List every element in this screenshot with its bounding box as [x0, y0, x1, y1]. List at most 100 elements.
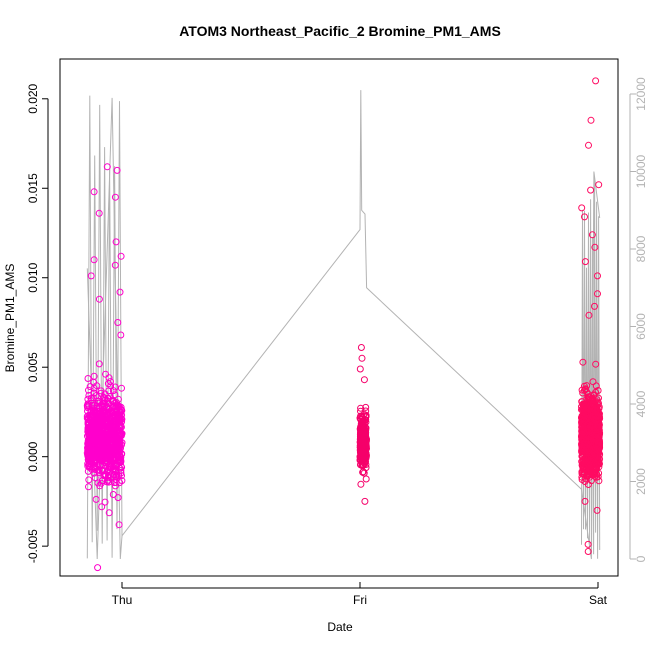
right-axis: 0 2000 4000 6000 8000 10000 12000 — [629, 77, 648, 562]
data-point — [585, 449, 593, 457]
data-point — [578, 386, 586, 394]
data-point — [91, 474, 99, 482]
data-point — [361, 460, 368, 467]
data-point — [90, 188, 98, 196]
data-point — [593, 506, 601, 514]
data-point — [589, 454, 597, 462]
data-point — [111, 391, 119, 399]
data-point — [361, 497, 369, 505]
left-axis-tick-label: -0.005 — [26, 529, 40, 563]
data-point — [117, 331, 125, 339]
data-point — [90, 389, 98, 397]
data-point — [578, 430, 586, 438]
data-point — [102, 370, 109, 378]
data-point — [112, 435, 120, 443]
data-point — [84, 395, 92, 403]
data-point — [579, 447, 587, 454]
data-point — [109, 429, 117, 437]
data-point — [109, 491, 117, 498]
data-point — [84, 400, 92, 408]
data-point — [103, 425, 111, 433]
data-point — [105, 374, 113, 382]
data-point — [101, 412, 109, 420]
data-point — [588, 396, 596, 404]
data-point — [592, 360, 600, 368]
left-axis: -0.005 0.000 0.005 0.010 0.015 0.020 — [26, 83, 49, 563]
data-point — [109, 413, 117, 421]
data-point — [592, 461, 600, 469]
data-point — [357, 407, 364, 415]
data-point — [86, 383, 94, 391]
right-axis-tick-label: 12000 — [634, 77, 648, 111]
data-point — [362, 475, 370, 483]
data-point — [579, 358, 587, 366]
data-point — [584, 540, 592, 548]
data-point — [95, 209, 103, 217]
data-point — [578, 473, 586, 481]
data-point — [578, 476, 586, 483]
data-point — [115, 471, 122, 479]
data-point — [107, 455, 114, 463]
data-point — [111, 193, 119, 201]
data-point — [596, 460, 603, 468]
data-point — [102, 462, 110, 470]
data-point — [95, 295, 103, 303]
data-point — [585, 424, 592, 432]
data-point — [582, 458, 590, 466]
data-point — [115, 442, 123, 449]
data-point — [104, 394, 112, 402]
points-layer — [83, 77, 604, 572]
data-point — [88, 447, 96, 455]
data-point — [103, 403, 111, 411]
data-point — [92, 495, 100, 503]
data-point — [588, 231, 596, 239]
left-axis-tick-label: 0.005 — [26, 352, 40, 382]
data-point — [111, 416, 119, 424]
data-point — [84, 462, 92, 470]
data-point — [87, 272, 95, 280]
data-point — [116, 429, 124, 437]
data-point — [111, 383, 119, 391]
data-point — [117, 457, 125, 465]
right-axis-tick-label: 10000 — [634, 154, 648, 188]
data-point — [587, 462, 595, 470]
data-point — [358, 354, 366, 362]
data-point — [584, 420, 592, 428]
data-point — [109, 409, 117, 417]
data-point — [112, 476, 120, 483]
data-point — [590, 445, 598, 453]
data-point — [87, 432, 95, 440]
data-point — [362, 464, 370, 472]
data-point — [104, 420, 112, 428]
data-point — [593, 473, 601, 481]
data-point — [116, 416, 124, 424]
x-axis-label: Date — [327, 620, 353, 634]
data-point — [91, 427, 99, 435]
altitude-line — [86, 90, 601, 560]
data-point — [84, 424, 92, 432]
data-point — [118, 384, 125, 392]
data-point — [595, 412, 603, 420]
data-point — [581, 402, 589, 410]
data-point — [114, 494, 122, 502]
data-point — [595, 477, 603, 485]
data-point — [101, 458, 109, 466]
data-point — [595, 410, 603, 417]
data-point — [114, 319, 122, 326]
data-point — [588, 429, 596, 437]
data-point — [357, 450, 365, 458]
data-point — [357, 480, 365, 488]
data-point — [357, 430, 365, 438]
data-point — [579, 435, 587, 443]
x-axis-tick-label: Fri — [353, 593, 367, 607]
data-point — [585, 438, 593, 446]
data-point — [592, 402, 600, 410]
data-point — [359, 468, 367, 476]
data-point — [585, 141, 592, 149]
data-point — [584, 481, 592, 488]
data-point — [110, 465, 118, 473]
data-point — [593, 445, 601, 453]
y-axis-label: Bromine_PM1_AMS — [3, 264, 17, 373]
data-point — [118, 472, 125, 480]
data-point — [578, 420, 586, 428]
